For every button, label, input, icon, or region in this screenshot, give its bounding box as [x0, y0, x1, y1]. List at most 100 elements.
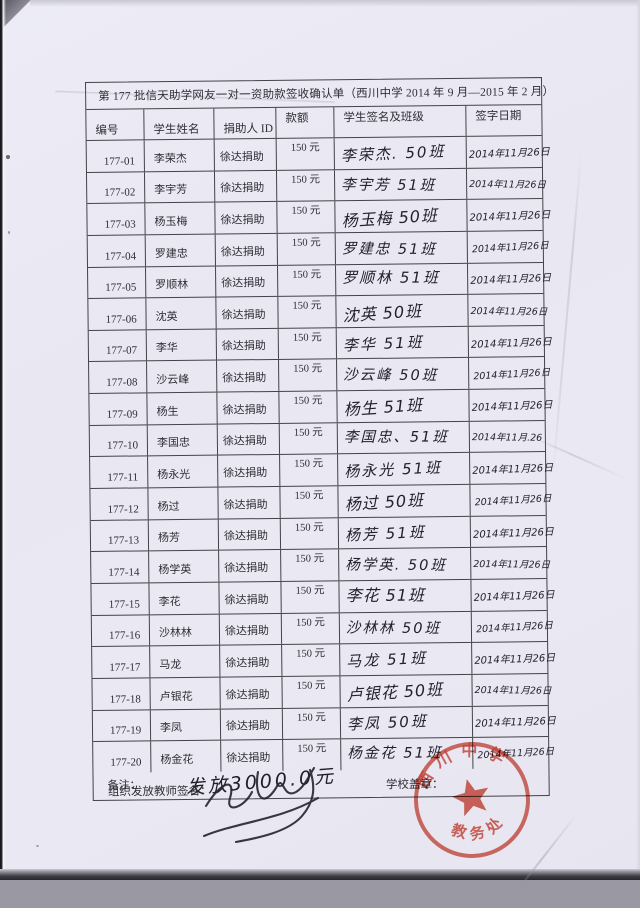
cell-student-id: 177-04	[87, 235, 146, 267]
cell-student-signature: 沈英 50班	[336, 295, 469, 328]
cell-student-id: 177-08	[89, 361, 148, 394]
cell-donor-id: 徐达捐助	[220, 645, 283, 677]
cell-student-signature: 罗顺林 51班	[335, 263, 469, 296]
scan-speck	[6, 155, 10, 159]
cell-sign-date: 2014年11月26日	[473, 367, 551, 383]
cell-sign-date: 2014年11月26日	[468, 146, 550, 161]
cell-student-signature: 沙林林 50班	[339, 611, 473, 644]
header-cell-id: 编号	[86, 109, 145, 140]
table-row: 177-09 杨生 徐达捐助 150 元 杨生 51班 2014年11月26日	[89, 389, 553, 426]
cell-amount: 150 元	[278, 296, 337, 328]
header-cell-signature: 学生签名及班级	[334, 105, 467, 138]
cell-donor-id: 徐达捐助	[217, 392, 280, 424]
table-row: 177-04 罗建忠 徐达捐助 150 元 罗建忠 51班 2014年11月26…	[87, 230, 549, 268]
cell-donor-id: 徐达捐助	[214, 138, 277, 171]
cell-sign-date: 2014年11月26日	[474, 493, 552, 509]
cell-student-signature: 李花 51班	[339, 579, 472, 612]
cell-student-id: 177-05	[88, 266, 147, 299]
cell-donor-id: 徐达捐助	[216, 328, 280, 361]
cell-student-id: 177-19	[92, 709, 152, 742]
cell-donor-id: 徐达捐助	[216, 265, 279, 297]
cell-sign-date: 2014年11月.26	[471, 432, 543, 444]
cell-sign-date: 2014年11月26日	[470, 305, 548, 318]
cell-student-name: 李凤	[150, 709, 222, 741]
cell-amount: 150 元	[280, 454, 339, 486]
cell-student-id: 177-20	[93, 741, 152, 773]
cell-student-signature: 沙云峰 50班	[337, 358, 470, 391]
cell-student-name: 李华	[146, 329, 218, 361]
table-row: 177-11 杨永光 徐达捐助 150 元 杨永光 51班 2014年11月26…	[90, 452, 554, 490]
cell-amount: 150 元	[282, 707, 342, 740]
teacher-signature-scribble	[202, 766, 320, 844]
table-row: 177-06 沈英 徐达捐助 150 元 沈英 50班 2014年11月26日	[88, 294, 548, 331]
cell-amount: 150 元	[281, 581, 340, 613]
cell-sign-date: 2014年11月26日	[471, 240, 549, 256]
cell-sign-date: 2014年11月26日	[472, 526, 555, 541]
cell-sign-date: 2014年11月26日	[470, 336, 552, 351]
cell-student-name: 李国忠	[147, 424, 219, 456]
cell-donor-id: 徐达捐助	[216, 297, 279, 329]
cell-donor-id: 徐达捐助	[220, 708, 284, 740]
cell-student-signature: 李凤 50班	[340, 706, 474, 739]
stamp-office-text: 教务处	[445, 807, 513, 849]
cell-student-id: 177-12	[90, 488, 149, 520]
confirmation-form-table: 第 177 批信天助学网友一对一资助款签收确认单（西川中学 2014 年 9 月…	[85, 77, 556, 801]
cell-student-signature: 杨生 51班	[337, 389, 470, 423]
cell-student-signature: 马龙 51班	[340, 643, 473, 676]
cell-amount: 150 元	[281, 612, 341, 645]
table-row: 177-01 李荣杰 徐达捐助 150 元 李荣杰. 50班 2014年11月2…	[86, 136, 550, 173]
cell-amount: 150 元	[279, 423, 339, 455]
cell-student-name: 杨芳	[148, 519, 220, 551]
cell-student-signature: 杨过 50班	[338, 484, 471, 517]
cell-student-id: 177-17	[92, 646, 151, 678]
cell-donor-id: 徐达捐助	[218, 486, 281, 519]
cell-student-name: 李荣杰	[144, 139, 215, 171]
table-row: 177-07 李华 徐达捐助 150 元 李华 51班 2014年11月26日	[88, 325, 552, 363]
cell-sign-date: 2014年11月26日	[469, 178, 547, 191]
cell-student-signature: 李华 51班	[336, 326, 470, 359]
cell-amount: 150 元	[276, 138, 335, 170]
cell-amount: 150 元	[276, 169, 336, 202]
form-title: 第 177 批信天助学网友一对一资助款签收确认单（西川中学 2014 年 9 月…	[98, 85, 555, 103]
cell-donor-id: 徐达捐助	[219, 613, 283, 645]
table-row: 177-17 马龙 徐达捐助 150 元 马龙 51班 2014年11月26日	[92, 642, 556, 679]
cell-student-name: 李花	[149, 582, 220, 614]
cell-student-name: 沙云峰	[147, 361, 218, 393]
cell-sign-date: 2014年11月26日	[474, 652, 556, 667]
cell-amount: 150 元	[278, 328, 338, 360]
cell-student-name: 罗建忠	[145, 234, 216, 266]
cell-student-name: 李宇芳	[144, 171, 216, 203]
cell-student-signature: 李宇芳 51班	[334, 168, 468, 201]
cell-student-id: 177-11	[90, 456, 149, 489]
cell-student-id: 177-03	[87, 203, 146, 235]
paper-crease	[551, 150, 583, 480]
cell-donor-id: 徐达捐助	[217, 423, 281, 455]
cell-sign-date: 2014年11月26日	[471, 399, 553, 414]
cell-sign-date: 2014年11月26日	[469, 210, 551, 224]
cell-donor-id: 徐达捐助	[218, 455, 281, 487]
cell-sign-date: 2014年11月26日	[472, 463, 554, 478]
cell-student-name: 卢银花	[150, 677, 221, 709]
scan-left-edge	[0, 0, 6, 880]
cell-amount: 150 元	[280, 517, 340, 550]
header-cell-name: 学生姓名	[144, 108, 215, 140]
cell-student-name: 杨过	[148, 487, 219, 520]
cell-amount: 150 元	[280, 486, 339, 518]
cell-student-id: 177-06	[88, 298, 147, 330]
table-row: 177-02 李宇芳 徐达捐助 150 元 李宇芳 51班 2014年11月26…	[86, 167, 547, 205]
cell-donor-id: 徐达捐助	[214, 170, 278, 202]
cell-sign-date: 2014年11月26日	[473, 589, 555, 604]
cell-student-id: 177-14	[91, 551, 150, 583]
scan-speck	[8, 231, 10, 234]
cell-student-signature: 杨玉梅 50班	[335, 200, 468, 233]
scan-right-edge	[636, 0, 640, 880]
cell-amount: 150 元	[282, 676, 341, 708]
cell-student-signature: 卢银花 50班	[340, 674, 473, 707]
cell-amount: 150 元	[282, 644, 341, 676]
table-row: 177-05 罗顺林 徐达捐助 150 元 罗顺林 51班 2014年11月26…	[88, 262, 551, 300]
table-row: 177-12 杨过 徐达捐助 150 元 杨过 50班 2014年11月26日	[90, 484, 552, 521]
cell-student-name: 杨生	[147, 392, 218, 425]
cell-student-id: 177-18	[92, 678, 151, 710]
cell-donor-id: 徐达捐助	[217, 360, 280, 392]
